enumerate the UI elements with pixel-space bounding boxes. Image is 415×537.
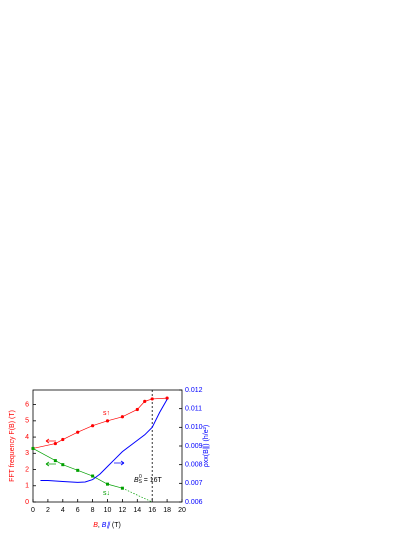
point bbox=[53, 459, 57, 463]
x-tick-label: 16 bbox=[148, 507, 156, 514]
point bbox=[91, 424, 95, 428]
y-tick-label: 2 bbox=[25, 466, 29, 473]
annotation-part: 0 bbox=[139, 474, 142, 480]
x-axis-label: B, B∥ (T) bbox=[93, 521, 121, 529]
point bbox=[91, 474, 95, 478]
arrow bbox=[45, 438, 56, 444]
x-tick-label: 18 bbox=[163, 507, 171, 514]
point bbox=[53, 441, 57, 446]
y-tick-label: 3 bbox=[25, 450, 29, 457]
arrow bbox=[114, 460, 125, 466]
annotation: BS0 = 16T bbox=[134, 474, 163, 485]
y-tick-label: 0 bbox=[25, 499, 29, 506]
x-tick-label: 8 bbox=[91, 507, 95, 514]
series-line bbox=[40, 399, 168, 483]
annotation-part: B bbox=[134, 477, 139, 484]
y2-tick-label: 0.010 bbox=[185, 424, 203, 431]
y2-tick-label: 0.006 bbox=[185, 499, 203, 506]
annotation: s↓ bbox=[103, 490, 110, 497]
point bbox=[135, 407, 139, 412]
point bbox=[165, 396, 169, 400]
point bbox=[76, 430, 80, 434]
point bbox=[61, 463, 65, 467]
x-tick-label: 12 bbox=[119, 507, 127, 514]
point bbox=[143, 399, 147, 403]
point bbox=[120, 415, 124, 419]
x-tick-label: 20 bbox=[178, 507, 186, 514]
y2-tick-label: 0.009 bbox=[185, 443, 203, 450]
y2-tick-label: 0.008 bbox=[185, 462, 203, 469]
x-tick-label: 14 bbox=[133, 507, 141, 514]
y2-axis-label: ρxx(B∥) (h/e²) bbox=[202, 425, 210, 467]
point bbox=[106, 482, 109, 486]
x-tick-label: 6 bbox=[76, 507, 80, 514]
x-tick-label: 4 bbox=[61, 507, 65, 514]
y2-tick-label: 0.011 bbox=[185, 406, 202, 413]
x-tick-label: 0 bbox=[31, 507, 35, 514]
annotation: s↑ bbox=[103, 410, 110, 417]
y2-tick-label: 0.007 bbox=[185, 480, 203, 487]
x-label-part: (T) bbox=[110, 522, 121, 529]
y-tick-label: 1 bbox=[25, 483, 29, 490]
point bbox=[61, 437, 65, 442]
x-label-part: B bbox=[93, 522, 98, 529]
point bbox=[105, 419, 110, 423]
x-label-part: , bbox=[98, 522, 102, 529]
point bbox=[76, 468, 80, 472]
y2-tick-label: 0.012 bbox=[185, 387, 203, 394]
y-tick-label: 6 bbox=[25, 401, 29, 408]
annotation-part: S bbox=[139, 479, 143, 485]
annotation-part: = 16T bbox=[142, 477, 163, 484]
point bbox=[31, 446, 35, 450]
y-tick-label: 5 bbox=[25, 418, 29, 425]
series-line bbox=[122, 487, 153, 503]
point bbox=[150, 397, 154, 401]
y-tick-label: 4 bbox=[25, 434, 29, 441]
arrow bbox=[45, 461, 56, 467]
x-tick-label: 2 bbox=[46, 507, 50, 514]
x-label-part: B∥ bbox=[102, 521, 111, 529]
y-axis-label: FFT frequency F(B) (T) bbox=[9, 410, 16, 482]
x-tick-label: 10 bbox=[104, 507, 112, 514]
